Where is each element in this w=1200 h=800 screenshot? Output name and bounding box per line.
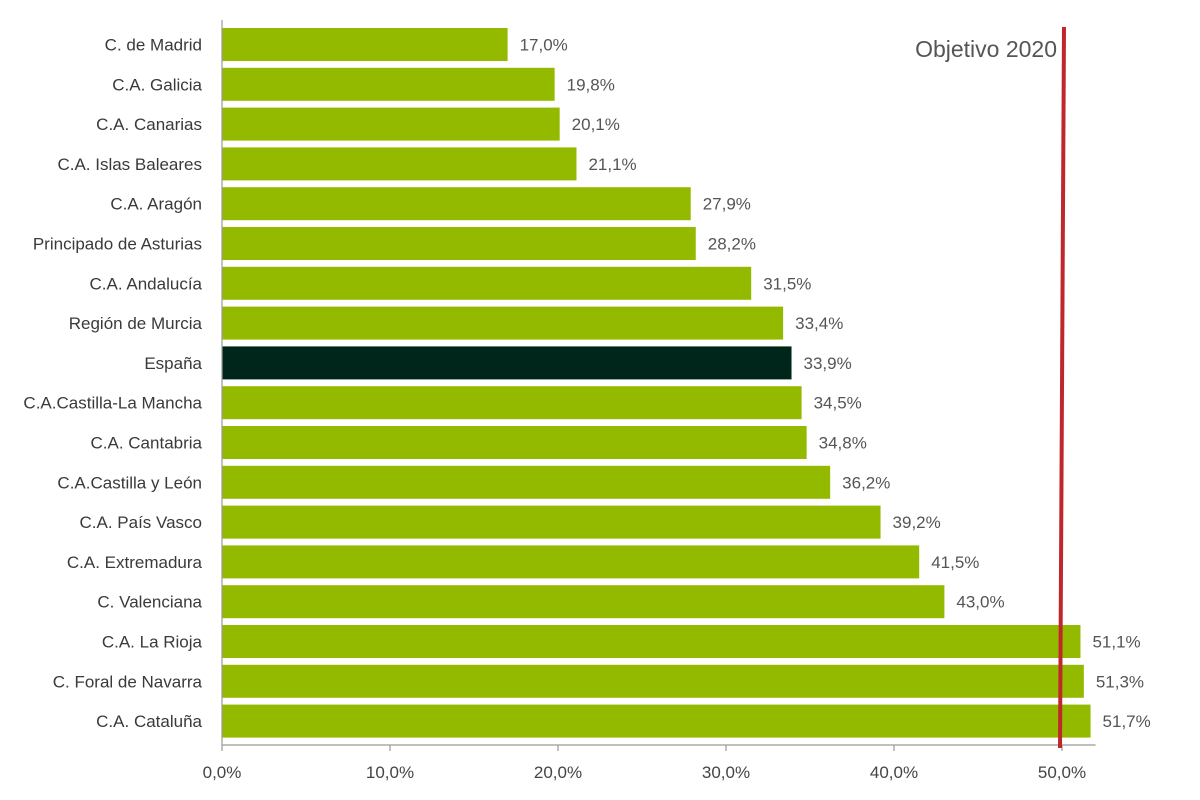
category-label-14: C. Valenciana [97, 593, 202, 612]
bar-3 [222, 147, 577, 181]
value-label-2: 20,1% [572, 115, 620, 134]
x-tick-label-0: 0,0% [203, 763, 242, 782]
bar-17 [222, 704, 1091, 738]
value-label-4: 27,9% [703, 195, 751, 214]
bar-2 [222, 107, 560, 141]
value-label-10: 34,8% [819, 434, 867, 453]
category-labels: C. de Madrid C.A. Galicia C.A. Canarias C.A… [23, 36, 202, 732]
value-label-11: 36,2% [842, 473, 890, 492]
bar-14 [222, 585, 945, 619]
x-tick-label-1: 10,0% [366, 763, 414, 782]
category-label-12: C.A. País Vasco [79, 513, 202, 532]
value-label-5: 28,2% [708, 235, 756, 254]
bar-12 [222, 505, 881, 539]
target-marker: Objetivo 2020 [915, 26, 1066, 749]
value-label-1: 19,8% [567, 75, 615, 94]
target-line [1058, 26, 1066, 749]
value-label-6: 31,5% [763, 274, 811, 293]
category-label-2: C.A. Canarias [96, 115, 202, 134]
category-label-4: C.A. Aragón [110, 195, 202, 214]
x-axis: 0,0% 10,0% 20,0% 30,0% 40,0% 50,0% [203, 20, 1096, 782]
category-label-8: España [144, 354, 202, 373]
value-label-12: 39,2% [893, 513, 941, 532]
value-label-9: 34,5% [814, 394, 862, 413]
category-label-0: C. de Madrid [105, 36, 202, 55]
target-label: Objetivo 2020 [915, 36, 1057, 62]
bar-9 [222, 386, 802, 420]
bar-4 [222, 187, 691, 221]
value-label-8: 33,9% [804, 354, 852, 373]
category-label-3: C.A. Islas Baleares [57, 155, 202, 174]
value-label-17: 51,7% [1103, 712, 1151, 731]
value-label-13: 41,5% [931, 553, 979, 572]
x-tick-label-3: 30,0% [702, 763, 750, 782]
bar-16 [222, 664, 1084, 698]
value-label-0: 17,0% [520, 36, 568, 55]
category-label-17: C.A. Cataluña [96, 712, 202, 731]
bar-6 [222, 266, 752, 300]
value-label-3: 21,1% [588, 155, 636, 174]
x-tick-label-2: 20,0% [534, 763, 582, 782]
value-label-7: 33,4% [795, 314, 843, 333]
category-label-1: C.A. Galicia [112, 75, 202, 94]
category-label-5: Principado de Asturias [33, 235, 202, 254]
bar-13 [222, 545, 920, 579]
bar-7 [222, 306, 784, 340]
category-label-6: C.A. Andalucía [90, 274, 203, 293]
bar-15 [222, 625, 1081, 658]
bar-10 [222, 426, 807, 459]
x-tick-label-5: 50,0% [1038, 763, 1086, 782]
value-label-14: 43,0% [956, 593, 1004, 612]
category-label-16: C. Foral de Navarra [53, 672, 203, 691]
bar-11 [222, 465, 831, 499]
category-label-11: C.A.Castilla y León [57, 473, 202, 492]
bar-0 [222, 28, 508, 61]
bar-1 [222, 67, 555, 101]
value-label-16: 51,3% [1096, 672, 1144, 691]
category-label-15: C.A. La Rioja [102, 633, 203, 652]
bar-5 [222, 227, 696, 260]
category-label-10: C.A. Cantabria [91, 434, 203, 453]
bars-group [222, 28, 1091, 738]
category-label-9: C.A.Castilla-La Mancha [23, 394, 202, 413]
category-label-13: C.A. Extremadura [67, 553, 203, 572]
category-label-7: Región de Murcia [69, 314, 203, 333]
value-labels: 17,0% 19,8% 20,1% 21,1% 27,9% 28,2% 31,5% 33,4%… [520, 36, 1151, 732]
x-tick-label-4: 40,0% [870, 763, 918, 782]
bar-8 [222, 346, 792, 380]
value-label-15: 51,1% [1092, 633, 1140, 652]
